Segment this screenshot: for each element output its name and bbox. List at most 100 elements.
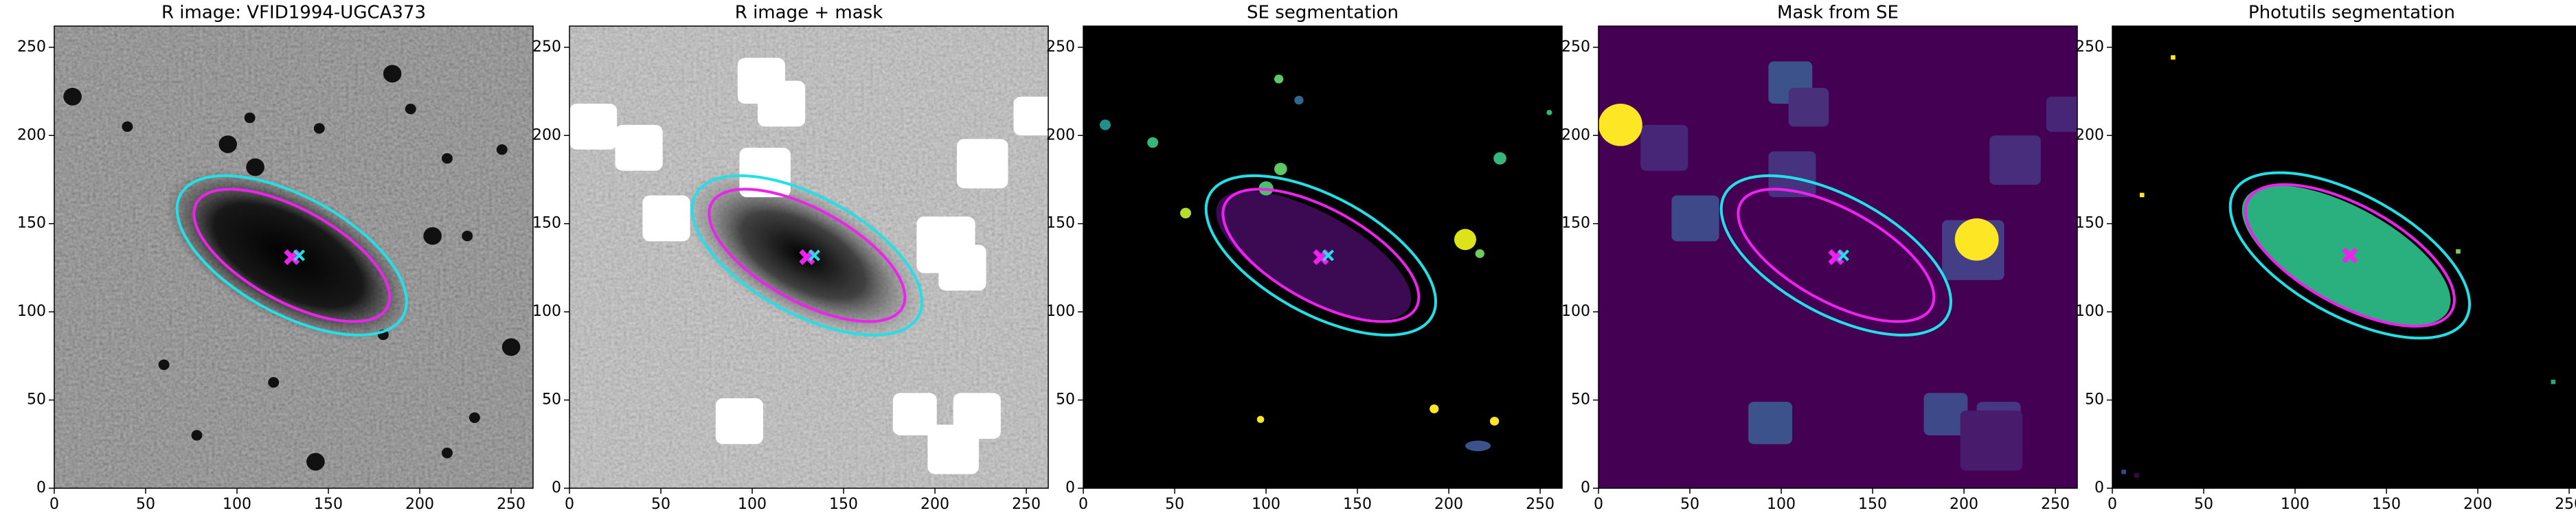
x-tick-label: 0 [49, 496, 59, 513]
star [496, 144, 508, 155]
segment [1216, 191, 1412, 320]
x-tick-label: 200 [405, 496, 434, 513]
segment [1454, 229, 1476, 251]
x-tick-label: 250 [1526, 496, 1555, 513]
y-tick-label: 0 [552, 479, 561, 496]
x-tick-label: 150 [2372, 496, 2401, 513]
star [441, 152, 453, 164]
panel-title: R image: VFID1994-UGCA373 [161, 3, 426, 23]
mask-blob [1598, 104, 1642, 146]
panel: 0 50 100 150 200 250 0 50 100 150 200 250 Photutils … [2075, 3, 2576, 513]
x-tick-label: 0 [565, 496, 574, 513]
x-tick-label: 0 [1594, 496, 1603, 513]
x-tick-label: 200 [1434, 496, 1463, 513]
aperture-ellipse [1717, 163, 1955, 348]
mask-patch [1960, 410, 2023, 471]
x-tick-label: 50 [651, 496, 670, 513]
mask-patch [1923, 393, 1968, 435]
panel: 0 50 100 150 200 250 0 50 100 150 200 250 R image: V… [17, 3, 534, 513]
image-bg [1598, 26, 2077, 488]
x-tick-label: 50 [2194, 496, 2213, 513]
image-content [1598, 26, 2077, 488]
mask-patch [615, 124, 663, 171]
axes-frame [1598, 25, 2078, 489]
aperture-ellipse [2223, 156, 2476, 354]
panel: 0 50 100 150 200 250 0 50 100 150 200 250 R image + … [532, 3, 1049, 513]
y-tick-label: 150 [1561, 215, 1590, 232]
y-tick-label: 150 [17, 215, 46, 232]
segment [1179, 207, 1191, 218]
aperture-ellipse [1202, 163, 1440, 348]
segment [2121, 470, 2126, 474]
segment [1465, 440, 1491, 452]
star [313, 123, 325, 134]
image-content [569, 26, 1048, 488]
star [218, 135, 238, 153]
mask-patch [892, 393, 937, 435]
mask-patch [956, 139, 1008, 189]
x-tick-label: 150 [1343, 496, 1372, 513]
mask-patch [1640, 124, 1688, 171]
mask-patch [1989, 135, 2041, 185]
star [158, 359, 170, 370]
y-tick-label: 150 [1046, 215, 1075, 232]
y-tick-label: 250 [17, 38, 46, 56]
mask-patch [758, 80, 806, 127]
y-tick-label: 250 [1561, 38, 1590, 56]
mask-patch [739, 148, 791, 198]
center-marker [1322, 249, 1334, 262]
panel-title: Mask from SE [1777, 3, 1899, 23]
y-tick-label: 100 [17, 303, 46, 320]
y-tick-label: 0 [36, 479, 46, 496]
star [462, 230, 473, 242]
image [1083, 26, 1562, 488]
x-tick-label: 200 [920, 496, 949, 513]
mask-patch [927, 424, 979, 474]
image-content [54, 26, 533, 488]
x-tick-label: 50 [1165, 496, 1184, 513]
y-tick-label: 250 [2075, 38, 2104, 56]
x-tick-label: 200 [2463, 496, 2492, 513]
segment [1430, 404, 1439, 413]
mask-patch [642, 195, 690, 242]
y-tick-label: 200 [17, 126, 46, 144]
star [501, 338, 521, 356]
panel-title: Photutils segmentation [2248, 3, 2455, 23]
y-tick-label: 250 [1046, 38, 1075, 56]
x-tick-label: 100 [1767, 496, 1796, 513]
aperture-ellipse [688, 163, 926, 348]
x-tick-label: 250 [2041, 496, 2070, 513]
y-tick-label: 50 [1571, 391, 1590, 409]
star [441, 447, 453, 459]
panel: 0 50 100 150 200 250 0 50 100 150 200 250 Mask from … [1561, 3, 2078, 513]
x-tick-label: 100 [2281, 496, 2309, 513]
mask-patch [1788, 87, 1829, 127]
aperture-ellipse [666, 144, 948, 368]
mask-patch [569, 104, 618, 150]
segment [1546, 110, 1552, 115]
y-tick-label: 0 [2094, 479, 2104, 496]
y-tick-label: 200 [1046, 126, 1075, 144]
segment [1489, 416, 1500, 426]
y-tick-label: 50 [542, 391, 561, 409]
x-tick-label: 150 [829, 496, 858, 513]
segment [2456, 249, 2461, 254]
axes-frame [1083, 25, 1563, 489]
center-marker [809, 249, 820, 262]
image-content [1083, 26, 1562, 488]
star [63, 87, 82, 106]
segment [2241, 185, 2451, 325]
star [191, 430, 203, 441]
panel-title: SE segmentation [1247, 3, 1399, 23]
axes-frame [54, 25, 534, 489]
mask-blob [1954, 218, 1999, 261]
panel: 0 50 100 150 200 250 0 50 100 150 200 250 SE segment… [1046, 3, 1563, 513]
image-content [2112, 26, 2576, 488]
mask-patch [2046, 96, 2077, 133]
x-tick-label: 250 [497, 496, 526, 513]
x-tick-label: 250 [1012, 496, 1041, 513]
segment [1099, 119, 1111, 130]
x-tick-label: 250 [2555, 496, 2576, 513]
y-tick-label: 100 [532, 303, 561, 320]
star [383, 65, 402, 83]
